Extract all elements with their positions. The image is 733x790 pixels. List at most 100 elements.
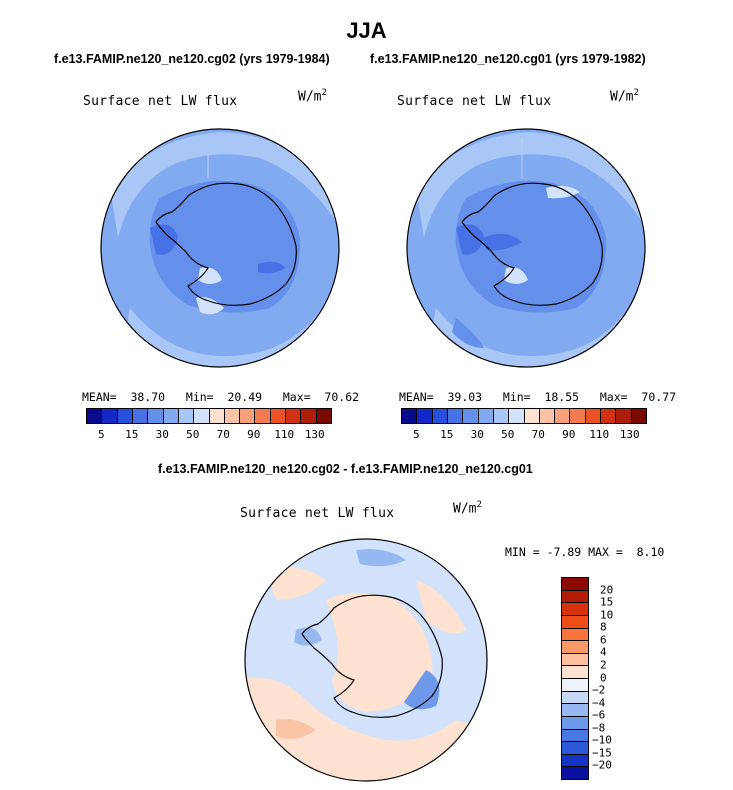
colorbar-swatch: [562, 755, 588, 768]
colorbar-swatch: [509, 409, 524, 423]
stats-left: MEAN= 38.70 Min= 20.49 Max= 70.62: [82, 390, 359, 404]
colorbar-tick-label: 0: [600, 671, 607, 684]
colorbar-swatch: [540, 409, 555, 423]
colorbar-swatch: [463, 409, 478, 423]
colorbar-swatch: [562, 692, 588, 705]
colorbar-tick-label: 10: [600, 608, 613, 621]
colorbar-swatch: [417, 409, 432, 423]
colorbar-tick-label: −15: [592, 746, 612, 759]
field-label-right: Surface net LW flux: [397, 94, 551, 109]
colorbar-swatch: [102, 409, 117, 423]
colorbar-tick-label: 90: [562, 428, 575, 441]
colorbar-left: [86, 408, 332, 424]
colorbar-tick-label: 4: [600, 646, 607, 659]
colorbar-swatch: [240, 409, 255, 423]
colorbar-swatch: [179, 409, 194, 423]
colorbar-swatch: [586, 409, 601, 423]
field-label-diff: Surface net LW flux: [240, 506, 394, 521]
colorbar-swatch: [286, 409, 301, 423]
case-label-right: f.e13.FAMIP.ne120_ne120.cg01 (yrs 1979-1…: [370, 52, 646, 66]
colorbar-tick-label: 90: [247, 428, 260, 441]
colorbar-tick-label: 15: [600, 596, 613, 609]
colorbar-swatch: [570, 409, 585, 423]
colorbar-swatch: [133, 409, 148, 423]
colorbar-swatch: [402, 409, 417, 423]
colorbar-swatch: [632, 409, 646, 423]
colorbar-swatch: [562, 666, 588, 679]
colorbar-swatch: [255, 409, 270, 423]
colorbar-tick-label: −4: [592, 696, 605, 709]
colorbar-swatch: [164, 409, 179, 423]
colorbar-tick-label: −8: [592, 721, 605, 734]
colorbar-swatch: [317, 409, 331, 423]
stats-diff: MIN = -7.89 MAX = 8.10: [505, 545, 664, 559]
colorbar-tick-label: 15: [440, 428, 453, 441]
colorbar-tick-label: 50: [501, 428, 514, 441]
colorbar-tick-label: 20: [600, 583, 613, 596]
colorbar-right: [401, 408, 647, 424]
colorbar-swatch: [562, 730, 588, 743]
colorbar-swatch: [562, 767, 588, 779]
colorbar-swatch: [87, 409, 102, 423]
colorbar-swatch: [148, 409, 163, 423]
colorbar-swatch: [562, 591, 588, 604]
units-left: W/m2: [298, 88, 327, 104]
colorbar-swatch: [448, 409, 463, 423]
colorbar-tick-label: 110: [589, 428, 609, 441]
units-right: W/m2: [610, 88, 639, 104]
colorbar-tick-label: 70: [532, 428, 545, 441]
colorbar-swatch: [225, 409, 240, 423]
colorbar-tick-label: 2: [600, 658, 607, 671]
colorbar-tick-label: 5: [413, 428, 420, 441]
colorbar-swatch: [301, 409, 316, 423]
colorbar-tick-label: −6: [592, 709, 605, 722]
colorbar-swatch: [118, 409, 133, 423]
colorbar-swatch: [271, 409, 286, 423]
colorbar-tick-label: 5: [98, 428, 105, 441]
colorbar-swatch: [562, 578, 588, 591]
colorbar-swatch: [562, 616, 588, 629]
colorbar-swatch: [562, 704, 588, 717]
colorbar-tick-label: 15: [125, 428, 138, 441]
colorbar-left-ticks: 5 15 30 50 70 90 110 130: [86, 428, 330, 442]
colorbar-swatch: [433, 409, 448, 423]
colorbar-swatch: [562, 742, 588, 755]
colorbar-tick-label: 6: [600, 633, 607, 646]
colorbar-tick-label: 110: [274, 428, 294, 441]
colorbar-tick-label: −2: [592, 684, 605, 697]
colorbar-swatch: [562, 629, 588, 642]
colorbar-tick-label: 30: [471, 428, 484, 441]
colorbar-swatch: [562, 603, 588, 616]
colorbar-tick-label: 30: [156, 428, 169, 441]
units-diff: W/m2: [453, 500, 482, 516]
colorbar-swatch: [555, 409, 570, 423]
colorbar-swatch: [562, 679, 588, 692]
colorbar-right-ticks: 5 15 30 50 70 90 110 130: [401, 428, 645, 442]
colorbar-tick-label: 130: [305, 428, 325, 441]
colorbar-swatch: [562, 717, 588, 730]
colorbar-swatch: [494, 409, 509, 423]
stats-right: MEAN= 39.03 Min= 18.55 Max= 70.77: [399, 390, 676, 404]
colorbar-swatch: [479, 409, 494, 423]
case-label-diff: f.e13.FAMIP.ne120_ne120.cg02 - f.e13.FAM…: [158, 462, 533, 476]
colorbar-swatch: [525, 409, 540, 423]
map-right: [396, 118, 656, 378]
colorbar-tick-label: 70: [217, 428, 230, 441]
field-label-left: Surface net LW flux: [83, 94, 237, 109]
colorbar-swatch: [562, 654, 588, 667]
map-diff: [236, 530, 496, 790]
colorbar-tick-label: 8: [600, 621, 607, 634]
colorbar-swatch: [616, 409, 631, 423]
colorbar-swatch: [194, 409, 209, 423]
colorbar-swatch: [210, 409, 225, 423]
colorbar-swatch: [562, 641, 588, 654]
colorbar-tick-label: −10: [592, 734, 612, 747]
colorbar-tick-label: 130: [620, 428, 640, 441]
colorbar-tick-label: −20: [592, 759, 612, 772]
case-label-left: f.e13.FAMIP.ne120_ne120.cg02 (yrs 1979-1…: [54, 52, 330, 66]
colorbar-swatch: [601, 409, 616, 423]
colorbar-tick-label: 50: [186, 428, 199, 441]
colorbar-diff: [561, 577, 589, 780]
map-left: [90, 118, 350, 378]
